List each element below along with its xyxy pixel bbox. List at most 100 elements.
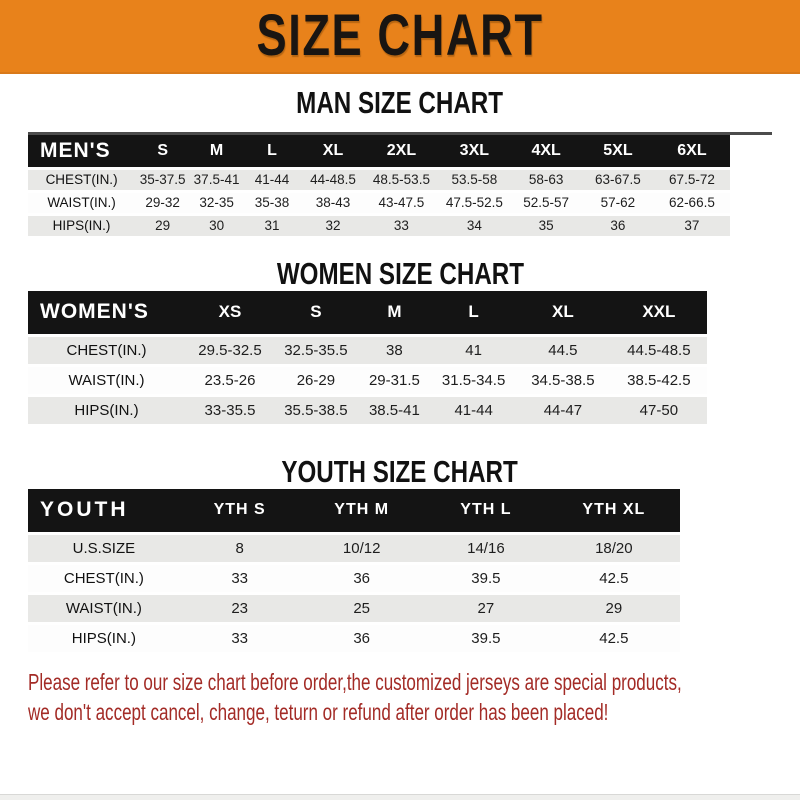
size-column-header: 6XL bbox=[677, 141, 707, 159]
size-column-header: S bbox=[310, 302, 322, 322]
size-value-cell: 35-37.5 bbox=[139, 172, 186, 187]
size-value-cell: 41-44 bbox=[254, 172, 290, 187]
size-column-header: YTH L bbox=[460, 501, 512, 519]
size-value-cell: 18/20 bbox=[595, 539, 633, 557]
table-row: CHEST(IN.) 35-37.5 37.5-41 41-44 44-48.5 48.5… bbox=[28, 168, 772, 191]
size-value-cell: 48.5-53.5 bbox=[372, 172, 430, 187]
size-column-header: 2XL bbox=[386, 141, 417, 159]
size-value-cell: 25 bbox=[353, 599, 370, 617]
disclaimer-line-1: Please refer to our size chart before or… bbox=[28, 668, 682, 695]
size-value-cell: 35-38 bbox=[254, 195, 290, 210]
size-value-cell: 42.5 bbox=[599, 629, 629, 647]
size-value-cell: 29-31.5 bbox=[368, 372, 420, 389]
size-value-cell: 29 bbox=[605, 599, 623, 617]
size-column-header: S bbox=[157, 141, 168, 159]
table-title-cell: MEN'S bbox=[40, 138, 111, 162]
table-header-row: MEN'S S M L XL 2XL 3XL 4XL 5XL 6XL bbox=[28, 135, 772, 168]
size-value-cell: 44-47 bbox=[543, 402, 583, 419]
size-column-header: 4XL bbox=[531, 141, 561, 159]
men-heading-text: MAN SIZE CHART bbox=[296, 85, 504, 120]
size-column-header: YTH XL bbox=[582, 501, 646, 519]
table-row: WAIST(IN.) 23 25 27 29 bbox=[28, 593, 772, 623]
size-value-cell: 39.5 bbox=[471, 629, 501, 647]
table-row: HIPS(IN.) 33-35.5 35.5-38.5 38.5-41 41-44 44-… bbox=[28, 395, 772, 426]
size-value-cell: 44.5 bbox=[548, 342, 578, 359]
table-row: HIPS(IN.) 29 30 31 32 33 34 35 36 37 bbox=[28, 214, 772, 237]
table-header-row: YOUTH YTH S YTH M YTH L YTH XL bbox=[28, 489, 772, 533]
size-value-cell: 10/12 bbox=[342, 539, 381, 557]
size-value-cell: 31.5-34.5 bbox=[441, 372, 506, 389]
size-value-cell: 42.5 bbox=[599, 569, 629, 587]
disclaimer: Please refer to our size chart before or… bbox=[28, 667, 800, 727]
size-value-cell: 47.5-52.5 bbox=[445, 195, 503, 210]
youth-size-table: YOUTH YTH S YTH M YTH L YTH XL U.S.SIZE 8 10/12… bbox=[28, 489, 772, 655]
table-row: CHEST(IN.) 29.5-32.5 32.5-35.5 38 41 44.5 44.5… bbox=[28, 335, 772, 366]
banner-title: SIZE CHART bbox=[256, 3, 544, 68]
table-row: HIPS(IN.) 33 36 39.5 42.5 bbox=[28, 623, 772, 653]
women-heading: WOMEN SIZE CHART bbox=[0, 255, 800, 291]
row-label-cell: CHEST(IN.) bbox=[45, 172, 118, 187]
size-value-cell: 47-50 bbox=[639, 402, 679, 419]
size-value-cell: 14/16 bbox=[467, 539, 505, 557]
size-column-header: 3XL bbox=[459, 141, 490, 159]
size-value-cell: 34.5-38.5 bbox=[531, 372, 595, 389]
women-heading-text: WOMEN SIZE CHART bbox=[276, 255, 524, 291]
size-column-header: M bbox=[209, 141, 224, 159]
table-row: WAIST(IN.) 29-32 32-35 35-38 38-43 43-47.5 47.… bbox=[28, 191, 772, 214]
size-value-cell: 34 bbox=[466, 218, 482, 233]
size-value-cell: 33-35.5 bbox=[204, 402, 256, 419]
size-value-cell: 57-62 bbox=[600, 195, 636, 210]
table-row: U.S.SIZE 8 10/12 14/16 18/20 bbox=[28, 533, 772, 563]
size-value-cell: 32-35 bbox=[199, 195, 234, 210]
size-value-cell: 62-66.5 bbox=[669, 195, 715, 210]
section-youth: YOUTH SIZE CHART YOUTH YTH S YTH M YTH L YTH… bbox=[0, 455, 800, 655]
table-title-cell: YOUTH bbox=[40, 498, 129, 522]
size-value-cell: 26-29 bbox=[296, 372, 336, 389]
size-value-cell: 44-48.5 bbox=[310, 172, 356, 187]
row-label-cell: HIPS(IN.) bbox=[71, 629, 136, 647]
table-title-cell: WOMEN'S bbox=[40, 300, 149, 324]
banner: SIZE CHART bbox=[0, 0, 800, 74]
size-column-header: XL bbox=[552, 302, 574, 322]
size-value-cell: 58-63 bbox=[528, 172, 564, 187]
size-value-cell: 63-67.5 bbox=[595, 172, 641, 187]
size-column-header: 5XL bbox=[603, 141, 633, 159]
size-value-cell: 38.5-41 bbox=[368, 402, 420, 419]
youth-heading-text: YOUTH SIZE CHART bbox=[281, 454, 519, 489]
table-header-row: WOMEN'S XS S M L XL XXL bbox=[28, 290, 772, 336]
size-column-header: YTH S bbox=[213, 501, 266, 519]
size-column-header: XXL bbox=[642, 302, 676, 322]
men-size-table: MEN'S S M L XL 2XL 3XL 4XL 5XL 6XL CHEST(IN.) 35-37… bbox=[28, 135, 772, 239]
size-value-cell: 23.5-26 bbox=[204, 372, 256, 389]
size-value-cell: 33 bbox=[231, 569, 248, 587]
size-value-cell: 29.5-32.5 bbox=[198, 342, 262, 359]
women-size-table: WOMEN'S XS S M L XL XXL CHEST(IN.) 29.5-32.5 32.5… bbox=[28, 290, 772, 428]
men-heading: MAN SIZE CHART bbox=[0, 86, 800, 120]
size-value-cell: 31 bbox=[264, 218, 280, 233]
size-value-cell: 53.5-58 bbox=[451, 172, 498, 187]
size-value-cell: 23 bbox=[231, 599, 248, 617]
size-value-cell: 44.5-48.5 bbox=[627, 342, 691, 359]
size-column-header: XS bbox=[218, 302, 242, 322]
size-column-header: YTH M bbox=[334, 501, 390, 519]
size-value-cell: 37.5-41 bbox=[193, 172, 240, 187]
size-value-cell: 36 bbox=[353, 629, 370, 647]
size-value-cell: 29 bbox=[155, 218, 171, 233]
row-label-cell: CHEST(IN.) bbox=[63, 569, 144, 587]
table-row: CHEST(IN.) 33 36 39.5 42.5 bbox=[28, 563, 772, 593]
row-label-cell: WAIST(IN.) bbox=[65, 599, 142, 617]
size-value-cell: 30 bbox=[209, 218, 225, 233]
size-value-cell: 38-43 bbox=[315, 195, 351, 210]
size-value-cell: 67.5-72 bbox=[669, 172, 715, 187]
size-value-cell: 41-44 bbox=[454, 402, 493, 419]
size-value-cell: 35 bbox=[538, 218, 554, 233]
bottom-edge-strip bbox=[0, 794, 800, 800]
size-value-cell: 32 bbox=[325, 218, 341, 233]
size-value-cell: 8 bbox=[235, 539, 244, 557]
size-column-header: XL bbox=[322, 141, 344, 159]
row-label-cell: WAIST(IN.) bbox=[68, 372, 145, 389]
youth-heading: YOUTH SIZE CHART bbox=[0, 455, 800, 489]
row-label-cell: CHEST(IN.) bbox=[66, 342, 147, 359]
disclaimer-line-2: we don't accept cancel, change, teturn o… bbox=[28, 698, 609, 725]
